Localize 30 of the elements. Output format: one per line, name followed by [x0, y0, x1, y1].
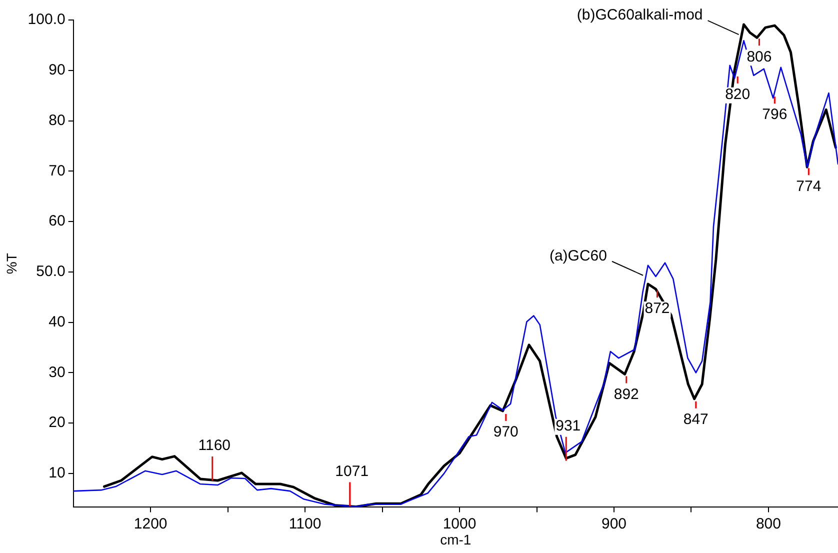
annotation: 892 [614, 386, 639, 403]
x-tick-label: 1000 [442, 515, 476, 532]
annotation: 931 [556, 417, 581, 434]
annotation: 820 [725, 86, 750, 104]
y-tick-label: 100.0 [28, 11, 66, 28]
y-tick-label: 20 [48, 414, 66, 432]
y-tick-label: 30 [48, 364, 66, 381]
y-tick-label: 80 [48, 112, 66, 129]
y-tick-label: 50.0 [36, 263, 66, 280]
x-tick-label: 800 [756, 515, 781, 532]
x-tick-label: 900 [601, 515, 627, 532]
y-tick-label: 70 [48, 162, 66, 180]
annotation: 847 [683, 411, 708, 428]
y-tick-label: 90 [48, 62, 66, 79]
annotation: 774 [796, 178, 822, 195]
x-axis-title: cm-1 [440, 531, 472, 548]
annotation: 1160 [198, 437, 230, 454]
text: (a)GC60 [549, 248, 607, 265]
annotation: 1071 [335, 462, 369, 480]
x-tick-label: 1100 [288, 515, 322, 532]
x-tick-label: 1200 [134, 515, 168, 532]
y-axis-title: %T [3, 252, 20, 274]
annotation: 806 [746, 48, 772, 66]
annotation: 796 [762, 106, 788, 124]
text: (b)GC60alkali-mod [576, 6, 703, 24]
y-tick-label: 60 [48, 212, 66, 230]
y-tick-label: 10 [48, 464, 66, 482]
y-tick-label: 40 [48, 313, 66, 330]
annotation: 970 [493, 424, 518, 441]
annotation: 872 [644, 300, 670, 318]
